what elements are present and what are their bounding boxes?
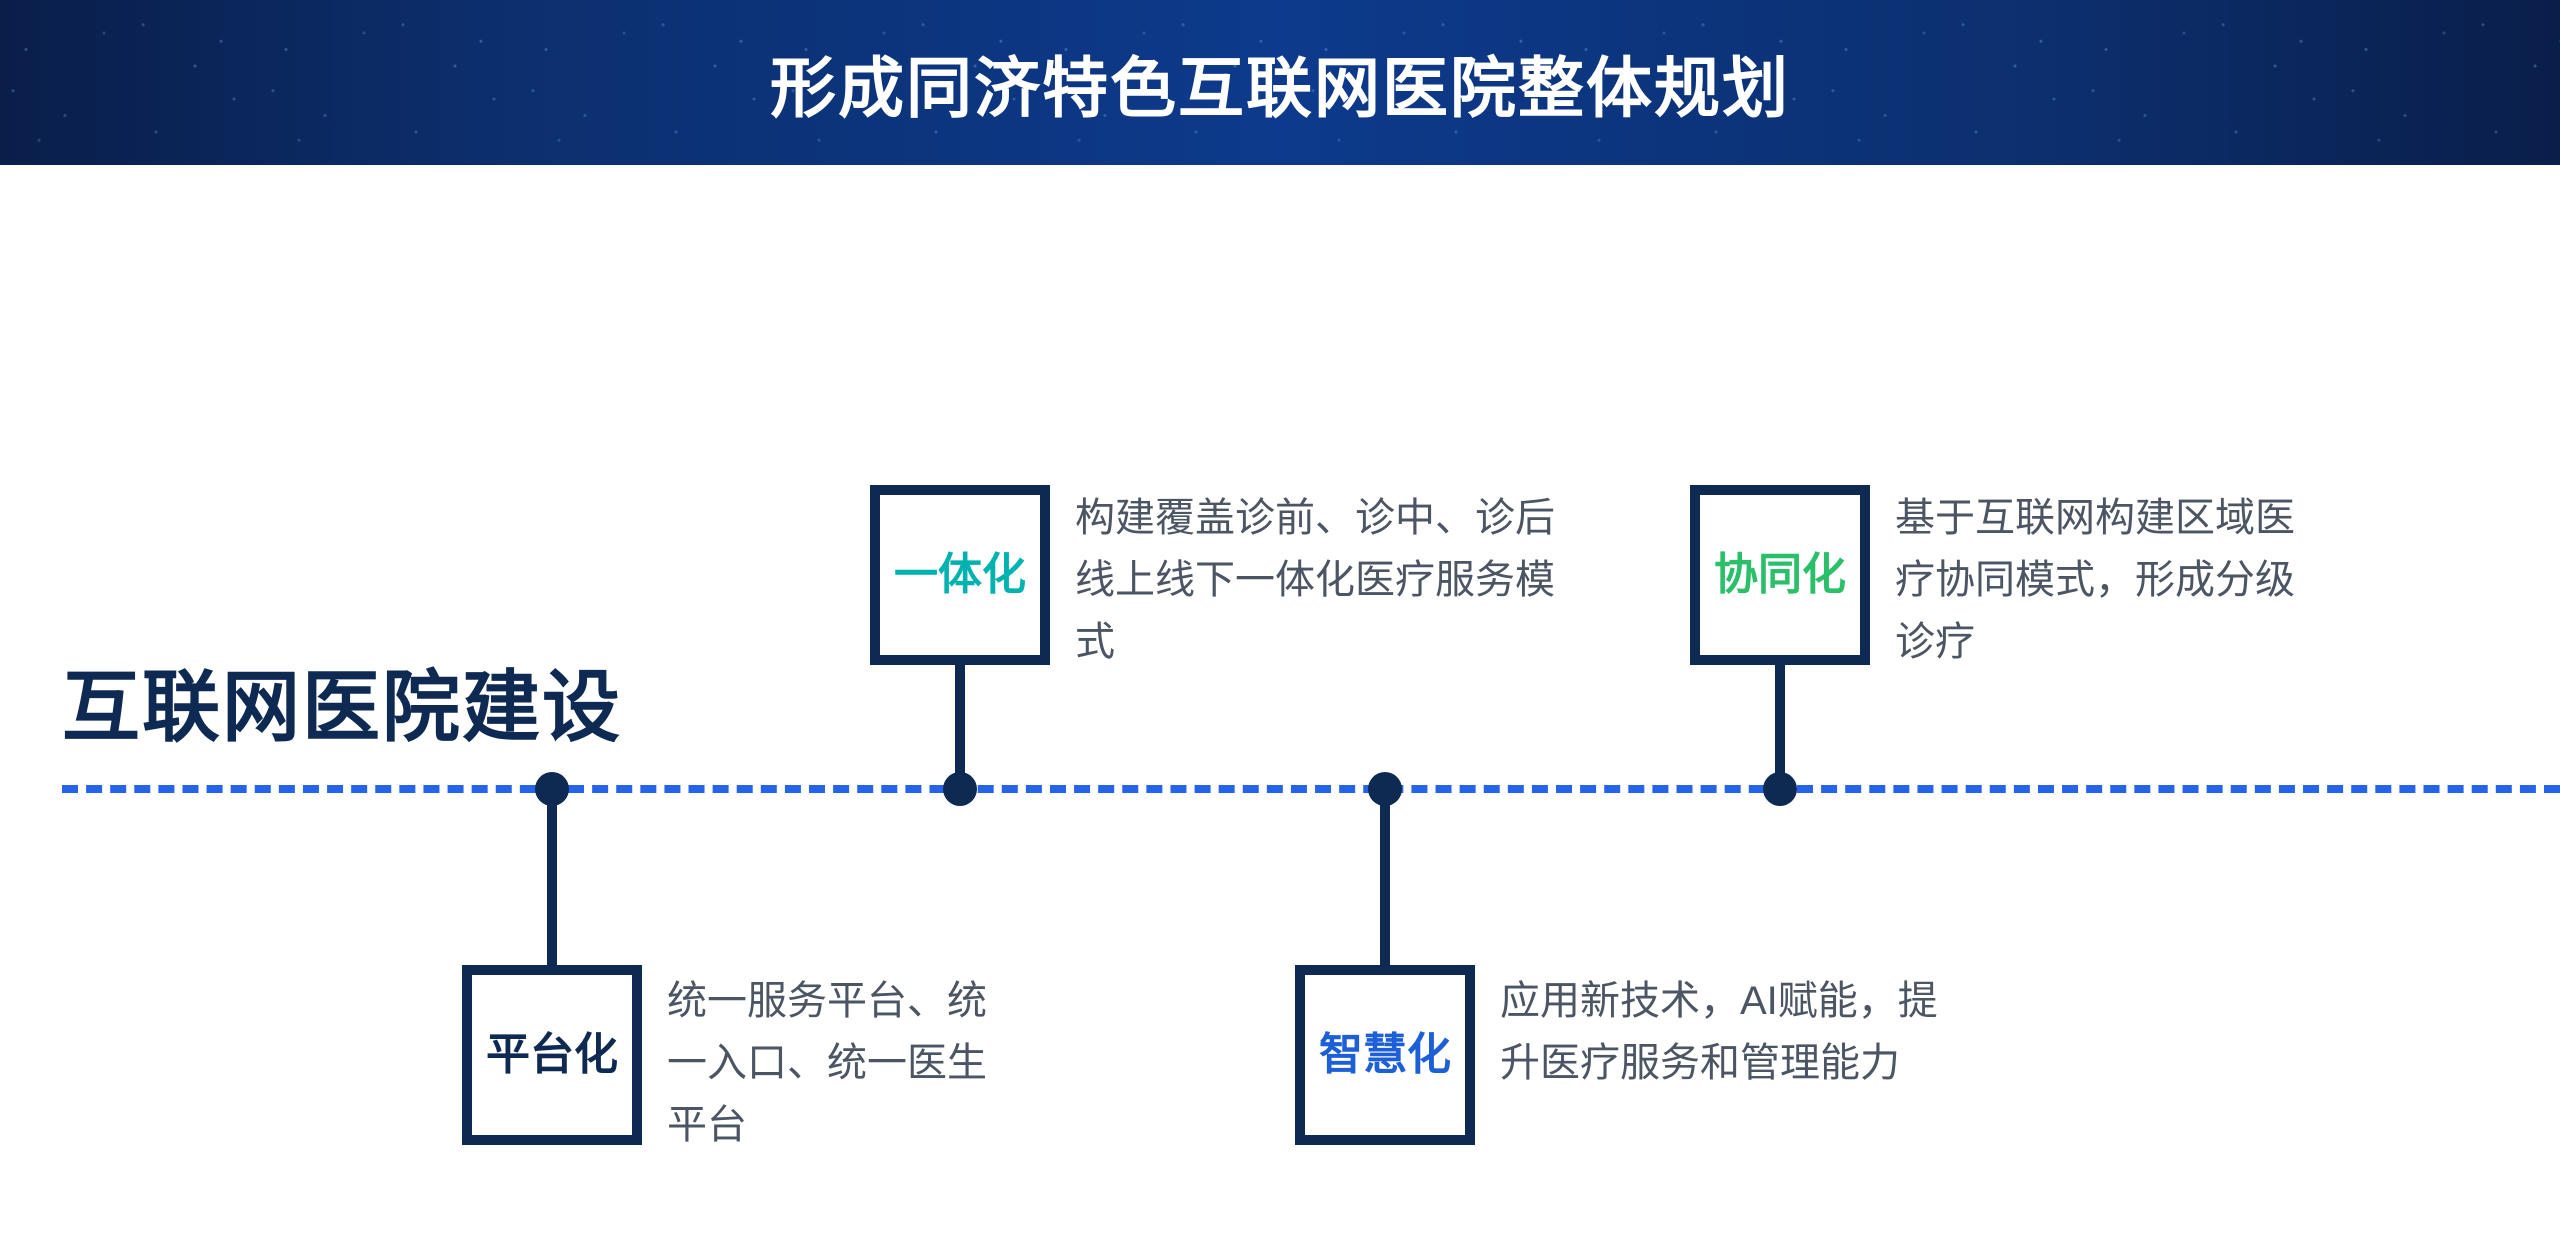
box-collaboration: 协同化 <box>1690 485 1870 665</box>
desc-intelligence: 应用新技术，AI赋能，提升医疗服务和管理能力 <box>1500 970 1940 1094</box>
box-title-integration: 一体化 <box>894 550 1026 601</box>
desc-platform: 统一服务平台、统一入口、统一医生平台 <box>667 970 987 1156</box>
header-banner: 形成同济特色互联网医院整体规划 <box>0 0 2560 165</box>
box-platform: 平台化 <box>462 965 642 1145</box>
section-title: 互联网医院建设 <box>62 645 622 757</box>
diagram-area: 互联网医院建设 平台化 统一服务平台、统一入口、统一医生平台 一体化 构建覆盖诊… <box>0 165 2560 1257</box>
connector-intelligence <box>1380 789 1390 969</box>
desc-collaboration: 基于互联网构建区域医疗协同模式，形成分级诊疗 <box>1895 487 2315 673</box>
connector-collaboration <box>1775 665 1785 775</box>
box-title-intelligence: 智慧化 <box>1319 1030 1451 1081</box>
timeline-node-collaboration <box>1763 772 1797 806</box>
box-title-collaboration: 协同化 <box>1714 550 1846 601</box>
box-title-platform: 平台化 <box>486 1030 618 1081</box>
box-intelligence: 智慧化 <box>1295 965 1475 1145</box>
connector-platform <box>547 789 557 969</box>
timeline-node-integration <box>943 772 977 806</box>
box-integration: 一体化 <box>870 485 1050 665</box>
connector-integration <box>955 665 965 775</box>
timeline-axis <box>62 785 2560 793</box>
page-title: 形成同济特色互联网医院整体规划 <box>770 35 1790 131</box>
desc-integration: 构建覆盖诊前、诊中、诊后线上线下一体化医疗服务模式 <box>1075 487 1555 673</box>
